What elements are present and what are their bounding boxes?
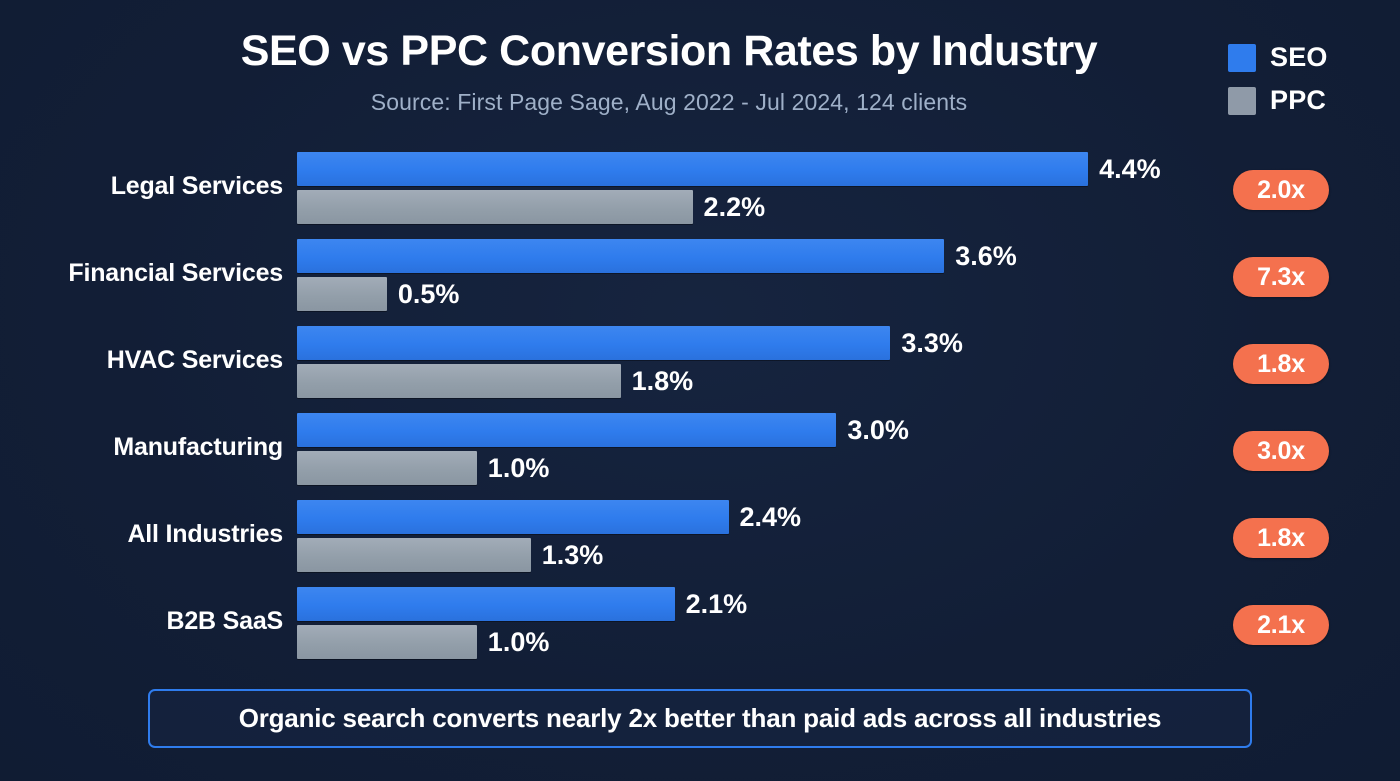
chart-header: SEO vs PPC Conversion Rates by Industry … — [0, 30, 1400, 116]
chart-title: SEO vs PPC Conversion Rates by Industry — [240, 27, 1098, 75]
bar-seo[interactable] — [297, 239, 945, 273]
ppc-color-swatch-icon — [1228, 86, 1256, 115]
bar-ppc[interactable] — [297, 277, 387, 311]
multiplier-badge: 3.0x — [1233, 431, 1329, 471]
multiplier-badge: 2.0x — [1233, 170, 1329, 210]
bar-value-label-ppc: 1.0% — [487, 453, 550, 483]
bar-ppc[interactable] — [297, 364, 621, 398]
legend-item-seo[interactable]: SEO — [1228, 42, 1328, 73]
chart-row: Financial Services 3.6% 0.5% 7.3x — [0, 232, 1400, 319]
multiplier-badge: 7.3x — [1233, 257, 1329, 297]
category-label: HVAC Services — [106, 346, 283, 374]
bar-value-label-ppc: 1.3% — [541, 540, 604, 570]
bar-ppc[interactable] — [297, 625, 477, 659]
bar-value-label-ppc: 2.2% — [703, 192, 766, 222]
plot-area: Legal Services 4.4% 2.2% 2.0x Financial Serv… — [0, 145, 1400, 670]
category-label: Manufacturing — [113, 433, 283, 461]
bar-value-label-seo: 3.6% — [955, 241, 1017, 271]
bar-seo[interactable] — [297, 500, 729, 534]
category-label: B2B SaaS — [166, 607, 283, 635]
multiplier-badge: 1.8x — [1233, 518, 1329, 558]
bar-ppc[interactable] — [297, 190, 693, 224]
seo-color-swatch-icon — [1228, 43, 1256, 72]
multiplier-badge: 2.1x — [1233, 605, 1329, 645]
bar-value-label-seo: 2.4% — [739, 502, 802, 532]
bar-value-label-seo: 3.3% — [901, 328, 963, 358]
bar-value-label-ppc: 0.5% — [397, 279, 460, 309]
bar-value-label-ppc: 1.8% — [631, 366, 694, 396]
bar-value-label-ppc: 1.0% — [487, 627, 550, 657]
chart-row: Manufacturing 3.0% 1.0% 3.0x — [0, 406, 1400, 493]
callout-banner: Organic search converts nearly 2x better… — [148, 689, 1252, 748]
bar-value-label-seo: 2.1% — [685, 589, 748, 619]
legend-label-seo: SEO — [1270, 42, 1328, 72]
category-label: Financial Services — [68, 259, 283, 287]
chart-row: All Industries 2.4% 1.3% 1.8x — [0, 493, 1400, 580]
chart-row: Legal Services 4.4% 2.2% 2.0x — [0, 145, 1400, 232]
legend-label-ppc: PPC — [1270, 85, 1327, 115]
legend-item-ppc[interactable]: PPC — [1228, 85, 1328, 116]
bar-ppc[interactable] — [297, 451, 477, 485]
bar-seo[interactable] — [297, 152, 1089, 186]
bar-value-label-seo: 3.0% — [847, 415, 909, 445]
chart-row: HVAC Services 3.3% 1.8% 1.8x — [0, 319, 1400, 406]
chart-subtitle: Source: First Page Sage, Aug 2022 - Jul … — [370, 89, 968, 115]
bar-seo[interactable] — [297, 587, 675, 621]
bar-ppc[interactable] — [297, 538, 531, 572]
chart-row: B2B SaaS 2.1% 1.0% 2.1x — [0, 580, 1400, 667]
bar-seo[interactable] — [297, 326, 891, 360]
bar-value-label-seo: 4.4% — [1099, 154, 1161, 184]
chart-legend: SEO PPC — [1228, 42, 1328, 116]
category-label: Legal Services — [110, 172, 284, 200]
multiplier-badge: 1.8x — [1233, 344, 1329, 384]
callout-text: Organic search converts nearly 2x better… — [238, 703, 1162, 733]
bar-seo[interactable] — [297, 413, 837, 447]
category-label: All Industries — [127, 520, 283, 548]
